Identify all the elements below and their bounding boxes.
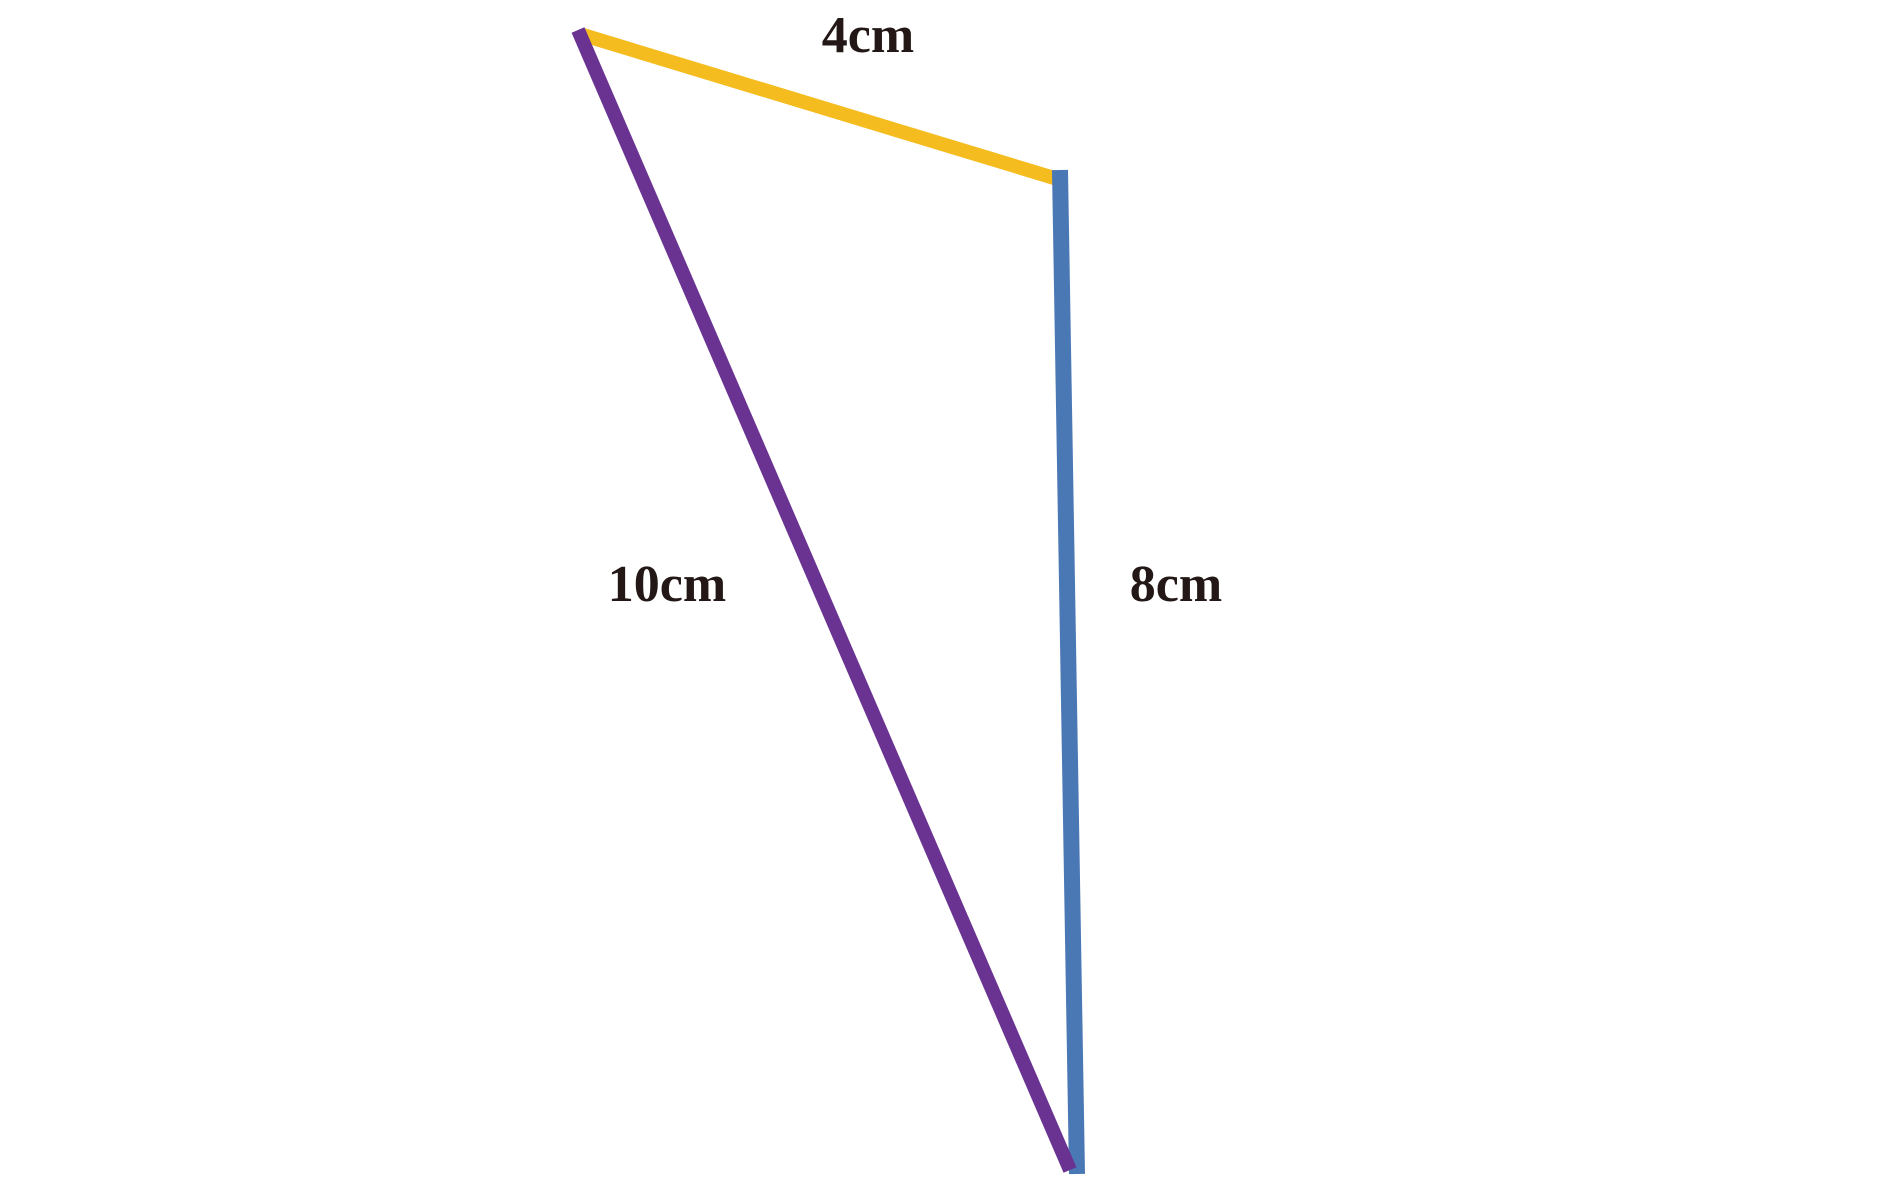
side-label-top: 4cm <box>822 7 914 64</box>
triangle-side-top <box>580 28 1067 188</box>
side-label-left: 10cm <box>608 556 726 613</box>
triangle-side-right <box>1052 169 1085 1175</box>
side-label-right: 8cm <box>1130 556 1222 613</box>
triangle-side-left <box>571 27 1077 1173</box>
